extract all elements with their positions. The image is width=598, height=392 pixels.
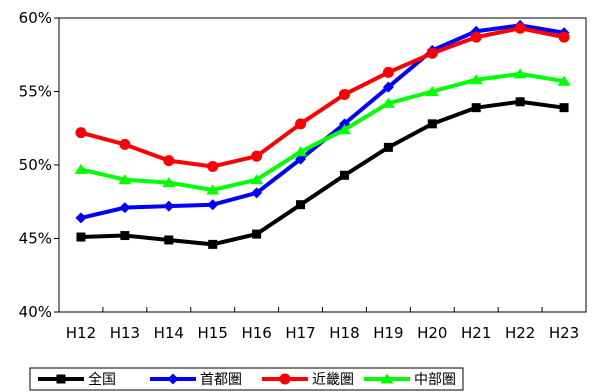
x-tick-label: H12 (66, 324, 96, 342)
data-point (339, 170, 349, 180)
legend-swatch-marker (279, 373, 291, 385)
y-tick-label: 45% (19, 230, 52, 248)
legend-swatch-marker (167, 373, 179, 385)
data-point (119, 202, 131, 214)
y-tick-label: 50% (19, 156, 52, 174)
legend-box (29, 367, 464, 391)
x-tick-label: H20 (417, 324, 447, 342)
x-tick-label: H16 (241, 324, 271, 342)
data-point (250, 174, 264, 185)
data-point (162, 177, 176, 188)
plot-border (58, 17, 587, 313)
data-point (382, 81, 394, 93)
x-tick-label: H18 (329, 324, 359, 342)
legend-label: 首都圏 (200, 372, 242, 388)
series-line (80, 26, 565, 169)
legend-item: 首都圏 (150, 372, 242, 388)
data-point (251, 187, 263, 199)
legend-item: 全国 (38, 371, 116, 388)
data-point (252, 229, 262, 239)
data-point (163, 155, 175, 167)
series-4 (74, 68, 571, 195)
data-point (427, 119, 437, 129)
x-tick-label: H21 (461, 324, 491, 342)
plot-area (58, 17, 587, 313)
x-tick-label: H17 (285, 324, 315, 342)
data-point (514, 22, 526, 34)
data-point (382, 66, 394, 78)
x-tick-label: H23 (549, 324, 579, 342)
data-point (425, 86, 439, 96)
series-line (80, 99, 565, 247)
legend-swatch-marker (380, 373, 394, 384)
data-point (120, 231, 130, 241)
series-line (80, 71, 565, 192)
legend-swatch-marker (56, 374, 66, 384)
data-point (119, 138, 131, 150)
data-point (74, 163, 88, 174)
data-point (426, 47, 438, 59)
data-point (469, 74, 483, 85)
legend-item: 中部圏 (364, 372, 456, 388)
data-point (515, 97, 525, 107)
x-tick-label: H19 (373, 324, 403, 342)
data-point (295, 118, 307, 130)
data-point (383, 142, 393, 152)
data-point (471, 103, 481, 113)
data-point (295, 153, 307, 165)
x-axis: H12 H13 H14 H15 H16 H17 H18 H19 H20 H21 H22 H23 (58, 307, 587, 342)
x-tick-label: H15 (198, 324, 228, 342)
data-point (118, 174, 132, 185)
legend-label: 中部圏 (414, 372, 456, 388)
y-axis: 40% 45% 50% 55% 60% (19, 9, 59, 321)
data-point (76, 232, 86, 242)
legend: 全国 首都圏 近畿圏 中部圏 (29, 367, 464, 391)
data-point (337, 124, 351, 135)
data-point (163, 200, 175, 212)
data-point (557, 75, 571, 86)
data-point (559, 103, 569, 113)
data-point (470, 31, 482, 43)
data-point (338, 88, 350, 100)
data-point (251, 150, 263, 162)
series-1 (76, 97, 569, 249)
y-tick-label: 60% (19, 9, 52, 27)
data-point (294, 146, 308, 157)
y-tick-label: 55% (19, 83, 52, 101)
data-point (381, 97, 395, 108)
legend-label: 近畿圏 (312, 372, 354, 388)
x-tick-label: H14 (154, 324, 184, 342)
legend-item: 近畿圏 (262, 372, 354, 388)
data-point (296, 200, 306, 210)
series-3 (75, 22, 570, 172)
data-point (513, 68, 527, 79)
data-point (208, 239, 218, 249)
series-layer (74, 19, 571, 249)
data-point (75, 212, 87, 224)
data-point (207, 160, 219, 172)
data-point (207, 199, 219, 211)
x-tick-label: H22 (505, 324, 535, 342)
y-tick-label: 40% (19, 303, 52, 321)
data-point (558, 31, 570, 43)
data-point (75, 127, 87, 139)
legend-label: 全国 (88, 371, 116, 388)
data-point (164, 235, 174, 245)
data-point (206, 184, 220, 195)
x-tick-label: H13 (110, 324, 140, 342)
